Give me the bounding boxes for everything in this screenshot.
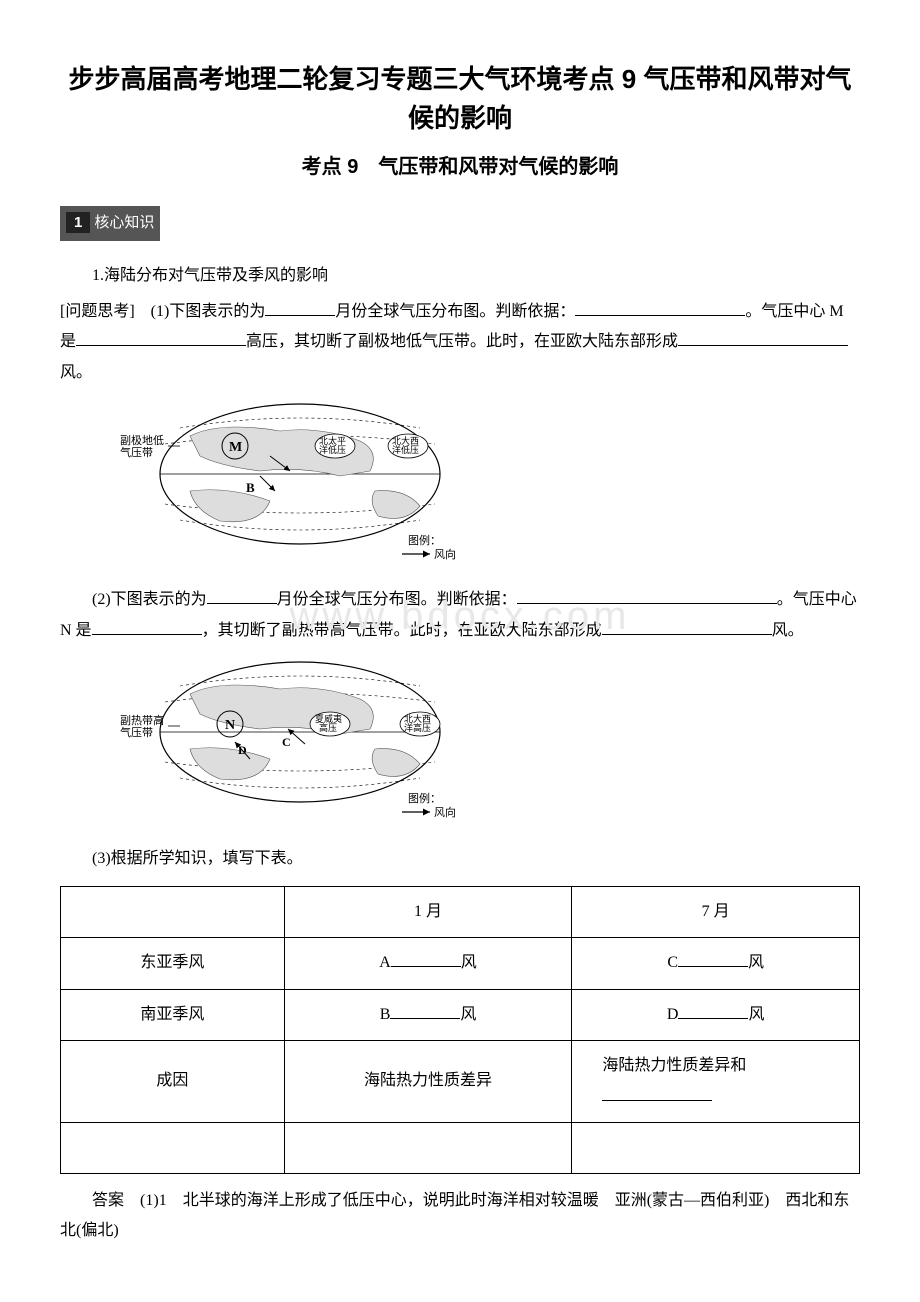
blank[interactable] <box>602 1082 712 1101</box>
q2-a: 月份全球气压分布图。判断依据： <box>277 591 517 608</box>
fig1-np2: 洋低压 <box>319 444 346 455</box>
cell: A风 <box>284 938 572 989</box>
col-jan: 1 月 <box>284 887 572 938</box>
blank[interactable] <box>92 616 202 635</box>
cell: D风 <box>572 989 860 1040</box>
blank[interactable] <box>265 297 335 316</box>
cell: 海陆热力性质差异 <box>284 1041 572 1123</box>
fig2-legend2: 风向 <box>434 805 456 819</box>
table-row: 南亚季风 B风 D风 <box>61 989 860 1040</box>
answer-text: (1)1 北半球的海洋上形成了低压中心，说明此时海洋相对较温暖 亚洲(蒙古—西伯… <box>60 1192 849 1239</box>
blank[interactable] <box>76 328 246 347</box>
q1-c: 高压，其切断了副极地低气压带。此时，在亚欧大陆东部形成 <box>246 333 678 350</box>
fig1-b-label: B <box>246 480 255 495</box>
figure-1: 副极地低 气压带 M 北太平 洋低压 北大西 洋低压 B 图例： 风向 <box>120 396 860 577</box>
fig1-na2: 洋低压 <box>392 444 419 455</box>
fig2-left-label1: 副热带高 <box>120 713 164 727</box>
blank[interactable] <box>391 949 461 968</box>
q1-d: 风。 <box>60 364 92 381</box>
row-label: 成因 <box>61 1041 285 1123</box>
fig2-legend1: 图例： <box>408 791 441 805</box>
answer-label: 答案 <box>92 1192 124 1209</box>
blank[interactable] <box>678 949 748 968</box>
q2-c: ，其切断了副热带高气压带。此时，在亚欧大陆东部形成 <box>202 622 602 639</box>
q2-d: 风。 <box>772 622 804 639</box>
row-label: 东亚季风 <box>61 938 285 989</box>
badge-label: 核心知识 <box>94 214 154 231</box>
blank[interactable] <box>517 586 777 605</box>
badge-number: 1 <box>66 212 90 233</box>
blank[interactable] <box>207 586 277 605</box>
cell: 海陆热力性质差异和 <box>572 1041 860 1123</box>
figure-2: 副热带高 气压带 N 夏威夷 高压 北大西 洋高压 D C 图例： 风向 <box>120 654 860 835</box>
table-row: 成因 海陆热力性质差异 海陆热力性质差异和 <box>61 1041 860 1123</box>
question-2: (2)下图表示的为月份全球气压分布图。判断依据：。气压中心 N 是，其切断了副热… <box>60 585 860 646</box>
fig2-n-label: N <box>225 718 235 733</box>
blank[interactable] <box>678 328 848 347</box>
question-3: (3)根据所学知识，填写下表。 <box>60 844 860 874</box>
section-badge: 1核心知识 <box>60 206 160 241</box>
fig1-left-label1: 副极地低 <box>120 433 164 447</box>
fig2-c-label: C <box>282 735 291 749</box>
fig1-legend2: 风向 <box>434 547 456 561</box>
heading-1: 1.海陆分布对气压带及季风的影响 <box>60 261 860 291</box>
q1-lead: [问题思考] (1)下图表示的为 <box>60 303 265 320</box>
table-row: 东亚季风 A风 C风 <box>61 938 860 989</box>
monsoon-table: 1 月 7 月 东亚季风 A风 C风 南亚季风 B风 D风 成因 海陆热力性质差… <box>60 886 860 1174</box>
q2-lead: (2)下图表示的为 <box>92 591 207 608</box>
cell: B风 <box>284 989 572 1040</box>
fig2-na2: 洋高压 <box>404 722 431 733</box>
row-label: 南亚季风 <box>61 989 285 1040</box>
cell: C风 <box>572 938 860 989</box>
table-row <box>61 1122 860 1173</box>
fig2-hw2: 高压 <box>319 722 337 733</box>
fig1-m-label: M <box>229 440 242 455</box>
blank[interactable] <box>390 1000 460 1019</box>
sub-title: 考点 9 气压带和风带对气候的影响 <box>60 148 860 186</box>
answer-block: 答案 (1)1 北半球的海洋上形成了低压中心，说明此时海洋相对较温暖 亚洲(蒙古… <box>60 1186 860 1247</box>
blank[interactable] <box>602 616 772 635</box>
table-row: 1 月 7 月 <box>61 887 860 938</box>
q1-a: 月份全球气压分布图。判断依据： <box>335 303 575 320</box>
blank[interactable] <box>575 297 745 316</box>
fig1-legend1: 图例： <box>408 533 441 547</box>
question-1: [问题思考] (1)下图表示的为月份全球气压分布图。判断依据：。气压中心 M 是… <box>60 297 860 388</box>
page-title: 步步高届高考地理二轮复习专题三大气环境考点 9 气压带和风带对气候的影响 <box>60 60 860 138</box>
blank[interactable] <box>678 1000 748 1019</box>
col-jul: 7 月 <box>572 887 860 938</box>
fig1-left-label2: 气压带 <box>120 445 153 459</box>
fig2-left-label2: 气压带 <box>120 725 153 739</box>
